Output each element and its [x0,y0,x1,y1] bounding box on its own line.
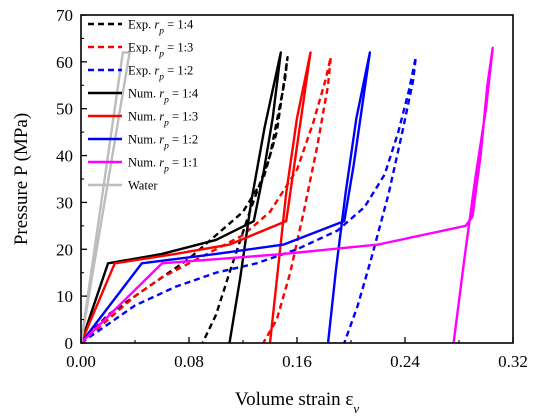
series-line-5 [79,51,312,344]
legend-label-3: Exp. rp = 1:2 [128,64,193,83]
series-layer [79,46,494,344]
x-tick-label: 0.32 [498,352,528,371]
y-axis-title: Pressure P (MPa) [11,113,32,245]
series-line-2 [80,55,332,344]
x-tick-label: 0.16 [282,352,312,371]
legend-label-7: Num. rp = 1:1 [128,156,198,175]
y-tick-label: 40 [56,147,73,166]
series-line-8 [79,51,131,344]
series-line-4 [79,51,282,344]
legend-label-8: Water [128,179,158,193]
y-tick-label: 70 [56,6,73,25]
legend-label-6: Num. rp = 1:2 [128,133,198,152]
tick-layer: 0.00 0.08 0.16 0.24 0.32 0 10 20 30 40 50 60 70 [56,6,528,371]
legend: Exp. rp = 1:4 Exp. rp = 1:3 Exp. rp = 1:2 N… [88,18,199,193]
y-tick-label: 0 [65,334,74,353]
x-tick-label: 0.08 [174,352,204,371]
legend-label-4: Num. rp = 1:4 [128,87,199,106]
y-tick-label: 50 [56,100,73,119]
x-axis-title: Volume strain εv [235,389,359,416]
series-line-3 [80,55,417,344]
legend-label-2: Exp. rp = 1:3 [128,41,193,60]
y-tick-label: 30 [56,193,73,212]
series-line-7 [80,46,494,344]
y-tick-label: 20 [56,240,73,259]
x-tick-label: 0.00 [66,352,96,371]
legend-label-5: Num. rp = 1:3 [128,110,198,129]
x-tick-label: 0.24 [390,352,420,371]
legend-label-1: Exp. rp = 1:4 [128,18,194,37]
y-tick-label: 60 [56,53,73,72]
series-line-6 [80,51,372,344]
y-tick-label: 10 [56,287,73,306]
